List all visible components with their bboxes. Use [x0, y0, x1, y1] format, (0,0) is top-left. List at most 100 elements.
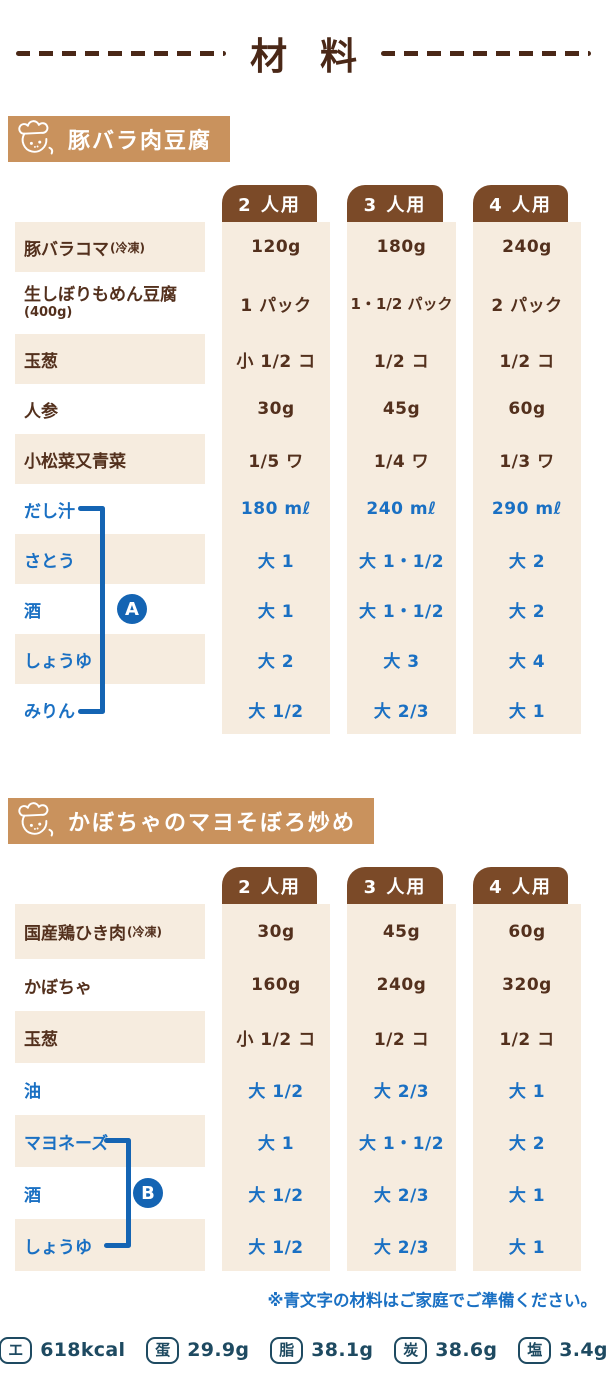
table-row: さとう 大 1 大 1・1/2 大 2	[15, 534, 607, 584]
chef-animal-icon	[18, 802, 54, 837]
ingredient-label: 酒	[24, 601, 41, 622]
column-header-2-servings: 2 人用	[222, 185, 317, 222]
ingredient-value: 大 1	[222, 1115, 330, 1167]
ingredient-value: 60g	[473, 384, 581, 434]
ingredient-value: 大 1	[473, 1063, 581, 1115]
table-row: 小松菜又青菜 1/5 ワ 1/4 ワ 1/3 ワ	[15, 434, 607, 484]
ingredient-value: 大 3	[347, 634, 456, 684]
table-row: 酒 大 1/2 大 2/3 大 1	[15, 1167, 607, 1219]
nutrition-protein: 蛋 29.9g	[146, 1337, 249, 1364]
ingredient-value: 大 1	[222, 584, 330, 634]
ingredient-label-note: (冷凍)	[127, 925, 162, 939]
nutrition-energy-value: 618kcal	[40, 1339, 126, 1362]
nutrition-fat-icon: 脂	[270, 1337, 304, 1364]
ingredient-value: 大 4	[473, 634, 581, 684]
table-row: 生しぼりもめん豆腐 (400g) 1 パック 1・1/2 パック 2 パック	[15, 272, 607, 334]
ingredient-value: 大 2	[473, 584, 581, 634]
nutrition-fat: 脂 38.1g	[270, 1337, 373, 1364]
ingredient-label: 油	[24, 1081, 41, 1102]
table-row: 人参 30g 45g 60g	[15, 384, 607, 434]
group-b-bracket-top	[104, 1138, 130, 1143]
ingredients-table: 国産鶏ひき肉 (冷凍) 30g 45g 60g かぼちゃ 160g 240g 32…	[0, 904, 607, 1271]
ingredient-value: 30g	[222, 384, 330, 434]
ingredient-label: 玉葱	[15, 334, 205, 384]
ingredient-value: 160g	[222, 959, 330, 1011]
nutrition-carbs-icon: 炭	[394, 1337, 428, 1364]
ingredient-value: 240g	[473, 222, 581, 272]
servings-header-row: 2 人用 3 人用 4 人用	[15, 867, 607, 904]
group-b-bracket-bottom	[104, 1243, 130, 1248]
table-row: しょうゆ 大 1/2 大 2/3 大 1	[15, 1219, 607, 1271]
ingredient-label: 生しぼりもめん豆腐 (400g)	[24, 285, 177, 321]
column-header-4-servings: 4 人用	[473, 185, 568, 222]
ingredient-value: 180g	[347, 222, 456, 272]
ingredient-value: 大 2	[473, 1115, 581, 1167]
column-header-2-servings: 2 人用	[222, 867, 317, 904]
ingredient-label-note: (冷凍)	[110, 240, 145, 255]
nutrition-salt-value: 3.4g	[559, 1339, 607, 1362]
ingredient-value: 大 2/3	[347, 1219, 456, 1271]
recipe-title-badge: かぼちゃのマヨそぼろ炒め	[8, 798, 375, 844]
ingredient-label: みりん	[24, 701, 75, 722]
dashed-line-right	[380, 50, 592, 56]
ingredient-label: 小松菜又青菜	[15, 434, 205, 484]
table-row: かぼちゃ 160g 240g 320g	[15, 959, 607, 1011]
nutrition-carbs: 炭 38.6g	[394, 1337, 497, 1364]
ingredient-label: さとう	[15, 534, 205, 584]
ingredient-value: 1 パック	[222, 272, 330, 334]
ingredient-value: 240g	[347, 959, 456, 1011]
ingredient-value: 大 1/2	[222, 1167, 330, 1219]
ingredient-value: 大 2/3	[347, 1167, 456, 1219]
ingredient-value: 60g	[473, 904, 581, 959]
ingredient-label: しょうゆ	[15, 634, 205, 684]
ingredient-value: 大 1/2	[222, 1219, 330, 1271]
recipe-title: かぼちゃのマヨそぼろ炒め	[68, 811, 357, 836]
table-row: みりん 大 1/2 大 2/3 大 1	[15, 684, 607, 734]
ingredient-value: 大 2	[222, 634, 330, 684]
table-row: だし汁 180 mℓ 240 mℓ 290 mℓ	[15, 484, 607, 534]
ingredient-value: 45g	[347, 384, 456, 434]
dashed-line-left	[16, 50, 227, 56]
recipe-title-badge: 豚バラ肉豆腐	[8, 116, 231, 162]
group-a-badge: A	[117, 594, 147, 624]
group-b-bracket-line	[126, 1138, 131, 1248]
ingredient-value: 大 1・1/2	[347, 1115, 456, 1167]
nutrition-carbs-value: 38.6g	[435, 1339, 498, 1362]
ingredient-value: 1/2 コ	[473, 334, 581, 384]
ingredient-value: 1/2 コ	[347, 334, 456, 384]
table-row: マヨネーズ 大 1 大 1・1/2 大 2	[15, 1115, 607, 1167]
table-row: 玉葱 小 1/2 コ 1/2 コ 1/2 コ	[15, 1011, 607, 1063]
ingredient-value: 小 1/2 コ	[222, 1011, 330, 1063]
column-header-4-servings: 4 人用	[473, 867, 568, 904]
ingredient-value: 大 2/3	[347, 1063, 456, 1115]
recipe-section-butabara-tofu: 豚バラ肉豆腐 2 人用 3 人用 4 人用 豚バラコマ (冷凍) 120g 180…	[0, 80, 607, 734]
ingredient-value: 1/2 コ	[473, 1011, 581, 1063]
ingredient-label: 酒	[24, 1185, 41, 1206]
ingredient-value: 大 1・1/2	[347, 584, 456, 634]
ingredient-value: 1/5 ワ	[222, 434, 330, 484]
ingredients-page: 材 料 豚バラ肉豆腐 2 人用 3 人用 4 人用	[0, 26, 607, 1384]
ingredient-value: 120g	[222, 222, 330, 272]
page-title: 材 料	[250, 35, 367, 78]
ingredient-value: 大 1/2	[222, 1063, 330, 1115]
group-a-bracket-bottom	[78, 709, 104, 714]
table-row: 玉葱 小 1/2 コ 1/2 コ 1/2 コ	[15, 334, 607, 384]
nutrition-salt: 塩 3.4g	[518, 1337, 607, 1364]
ingredient-label: 玉葱	[15, 1011, 205, 1063]
blue-ingredients-footnote: ※青文字の材料はご家庭でご準備ください。	[267, 1291, 597, 1310]
ingredient-value: 大 1・1/2	[347, 534, 456, 584]
page-header: 材 料	[16, 26, 592, 80]
nutrition-salt-icon: 塩	[518, 1337, 552, 1364]
nutrition-fat-value: 38.1g	[311, 1339, 374, 1362]
chef-animal-icon	[18, 120, 54, 155]
ingredient-value: 240 mℓ	[347, 484, 456, 534]
nutrition-summary: エ 618kcal 蛋 29.9g 脂 38.1g 炭 38.6g 塩 3.4g	[0, 1337, 607, 1384]
nutrition-protein-value: 29.9g	[187, 1339, 250, 1362]
ingredient-label-note: (400g)	[24, 305, 73, 321]
group-a-bracket-top	[78, 506, 104, 511]
table-row: しょうゆ 大 2 大 3 大 4	[15, 634, 607, 684]
ingredients-table: 豚バラコマ (冷凍) 120g 180g 240g 生しぼりもめん豆腐 (400g)…	[0, 222, 607, 734]
table-row: 油 大 1/2 大 2/3 大 1	[15, 1063, 607, 1115]
table-row: 国産鶏ひき肉 (冷凍) 30g 45g 60g	[15, 904, 607, 959]
ingredient-value: 大 1	[473, 684, 581, 734]
